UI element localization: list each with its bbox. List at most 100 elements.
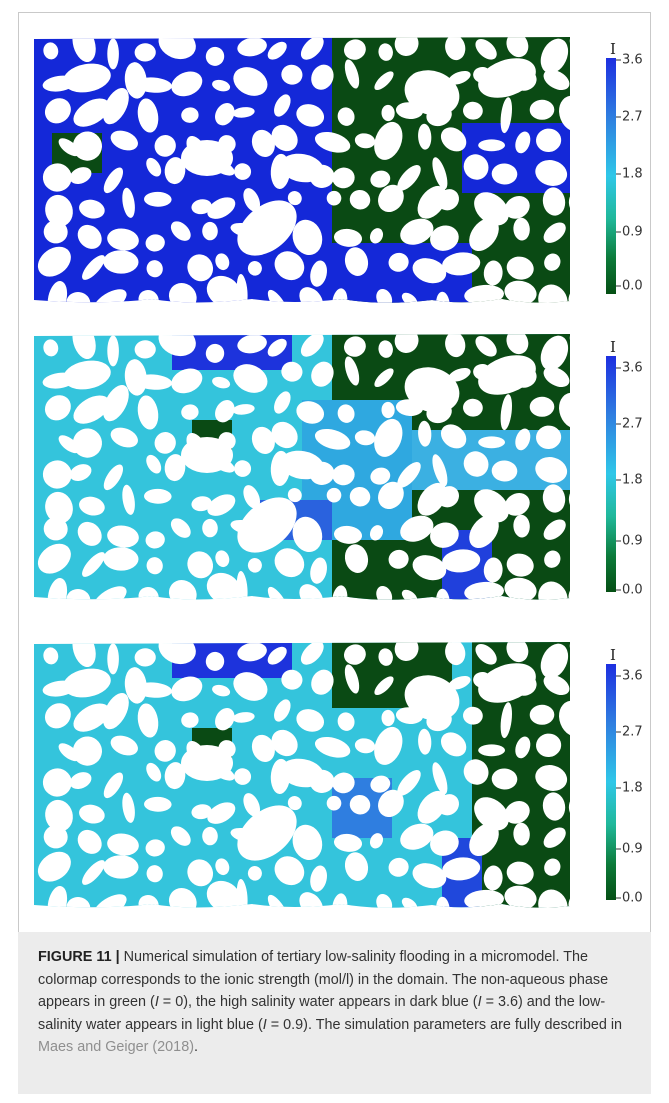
- rock-grain: [181, 140, 233, 176]
- rock-grain: [122, 187, 135, 218]
- rock-grain: [491, 460, 518, 482]
- colorbar-tick: 0.9: [616, 842, 643, 857]
- rock-grain: [326, 487, 342, 503]
- rock-grain: [463, 706, 483, 725]
- rock-grain: [280, 758, 324, 788]
- rock-grain: [205, 46, 225, 66]
- rock-grain: [79, 804, 105, 824]
- rock-grain: [397, 461, 421, 488]
- colorbar-gradient: [606, 356, 616, 592]
- rock-grain: [234, 768, 252, 785]
- rock-grain: [82, 860, 105, 885]
- colorbar-title: I: [610, 646, 616, 664]
- rock-grain: [72, 131, 103, 161]
- rock-grain: [274, 251, 305, 281]
- rock-grain: [296, 709, 325, 732]
- rock-grain: [378, 648, 393, 666]
- rock-grain: [237, 497, 297, 553]
- rock-grain: [343, 39, 366, 60]
- rock-grain: [349, 794, 371, 815]
- rock-grain: [397, 164, 421, 191]
- rock-grain: [344, 664, 360, 694]
- rock-grain: [310, 865, 327, 892]
- rock-grain: [388, 252, 409, 272]
- rock-grain: [267, 338, 287, 357]
- rock-grain: [311, 669, 334, 695]
- rock-grain: [436, 896, 450, 908]
- rock-grain: [69, 772, 92, 790]
- rock-grain: [233, 364, 268, 393]
- rock-grain: [475, 336, 497, 357]
- rock-grain: [571, 231, 572, 252]
- rock-grain: [559, 392, 570, 429]
- rock-grain: [381, 709, 395, 727]
- rock-grain: [412, 555, 447, 581]
- rock-grain: [206, 572, 241, 600]
- ionic-strength-symbol: I: [477, 994, 482, 1011]
- rock-grain: [478, 355, 536, 395]
- rock-grain: [234, 163, 252, 180]
- rock-grain: [310, 260, 327, 287]
- rock-grain: [430, 830, 459, 856]
- rock-grain: [544, 858, 561, 876]
- caption-text: = 0), the high salinity water appears in…: [158, 994, 478, 1011]
- rock-grain: [191, 199, 212, 215]
- rock-grain: [206, 880, 241, 908]
- rock-grain: [274, 391, 291, 414]
- rock-grain: [237, 37, 267, 57]
- rock-grain: [45, 799, 73, 832]
- rock-grain: [134, 340, 156, 359]
- rock-grain: [571, 836, 572, 857]
- micromodel-image-bottom: [34, 642, 572, 908]
- colorbar-tick: 0.9: [616, 225, 643, 240]
- rock-grain: [369, 833, 384, 849]
- rock-grain: [69, 464, 92, 482]
- rock-grain: [110, 130, 138, 151]
- rock-grain: [45, 491, 73, 524]
- rock-grain: [215, 550, 230, 568]
- rock-grain: [515, 428, 531, 451]
- rock-grain: [181, 437, 233, 473]
- rock-grain: [418, 420, 432, 447]
- rock-grain: [243, 485, 261, 509]
- rock-grain: [212, 684, 231, 697]
- rock-grain: [445, 642, 466, 666]
- rock-grain: [310, 557, 327, 584]
- rock-grain: [432, 157, 448, 190]
- rock-grain: [559, 95, 570, 132]
- colorbar-tick: 1.8: [616, 781, 643, 796]
- rock-grain: [233, 672, 268, 701]
- reference-link[interactable]: Maes and Geiger (2018): [38, 1039, 194, 1056]
- rock-grain: [535, 765, 568, 791]
- rock-grain: [146, 260, 163, 278]
- micromodel-panel-bottom: [32, 638, 572, 912]
- rock-grain: [374, 418, 403, 457]
- rock-grain: [107, 38, 119, 70]
- rock-grain: [170, 826, 191, 846]
- rock-grain: [536, 425, 562, 450]
- rock-grain: [504, 577, 537, 600]
- rock-grain: [374, 676, 394, 696]
- rock-grain: [559, 700, 570, 737]
- rock-grain: [274, 94, 291, 117]
- rock-grain: [483, 865, 503, 891]
- rock-grain: [42, 163, 72, 192]
- rock-grain: [171, 368, 203, 394]
- rock-grain: [369, 525, 384, 541]
- rock-grain: [92, 586, 127, 600]
- rock-grain: [107, 833, 139, 856]
- rock-grain: [412, 258, 447, 284]
- rock-grain: [404, 675, 460, 721]
- rock-grain: [475, 644, 497, 665]
- rock-grain: [47, 577, 68, 600]
- rock-grain: [378, 184, 404, 213]
- rock-grain: [164, 454, 186, 482]
- rock-grain: [267, 646, 287, 665]
- rock-grain: [326, 795, 342, 811]
- rock-grain: [145, 234, 165, 252]
- ionic-strength-symbol: I: [262, 1016, 267, 1033]
- rock-grain: [337, 712, 355, 731]
- rock-grain: [400, 515, 434, 542]
- rock-grain: [442, 857, 481, 881]
- rock-grain: [110, 427, 138, 448]
